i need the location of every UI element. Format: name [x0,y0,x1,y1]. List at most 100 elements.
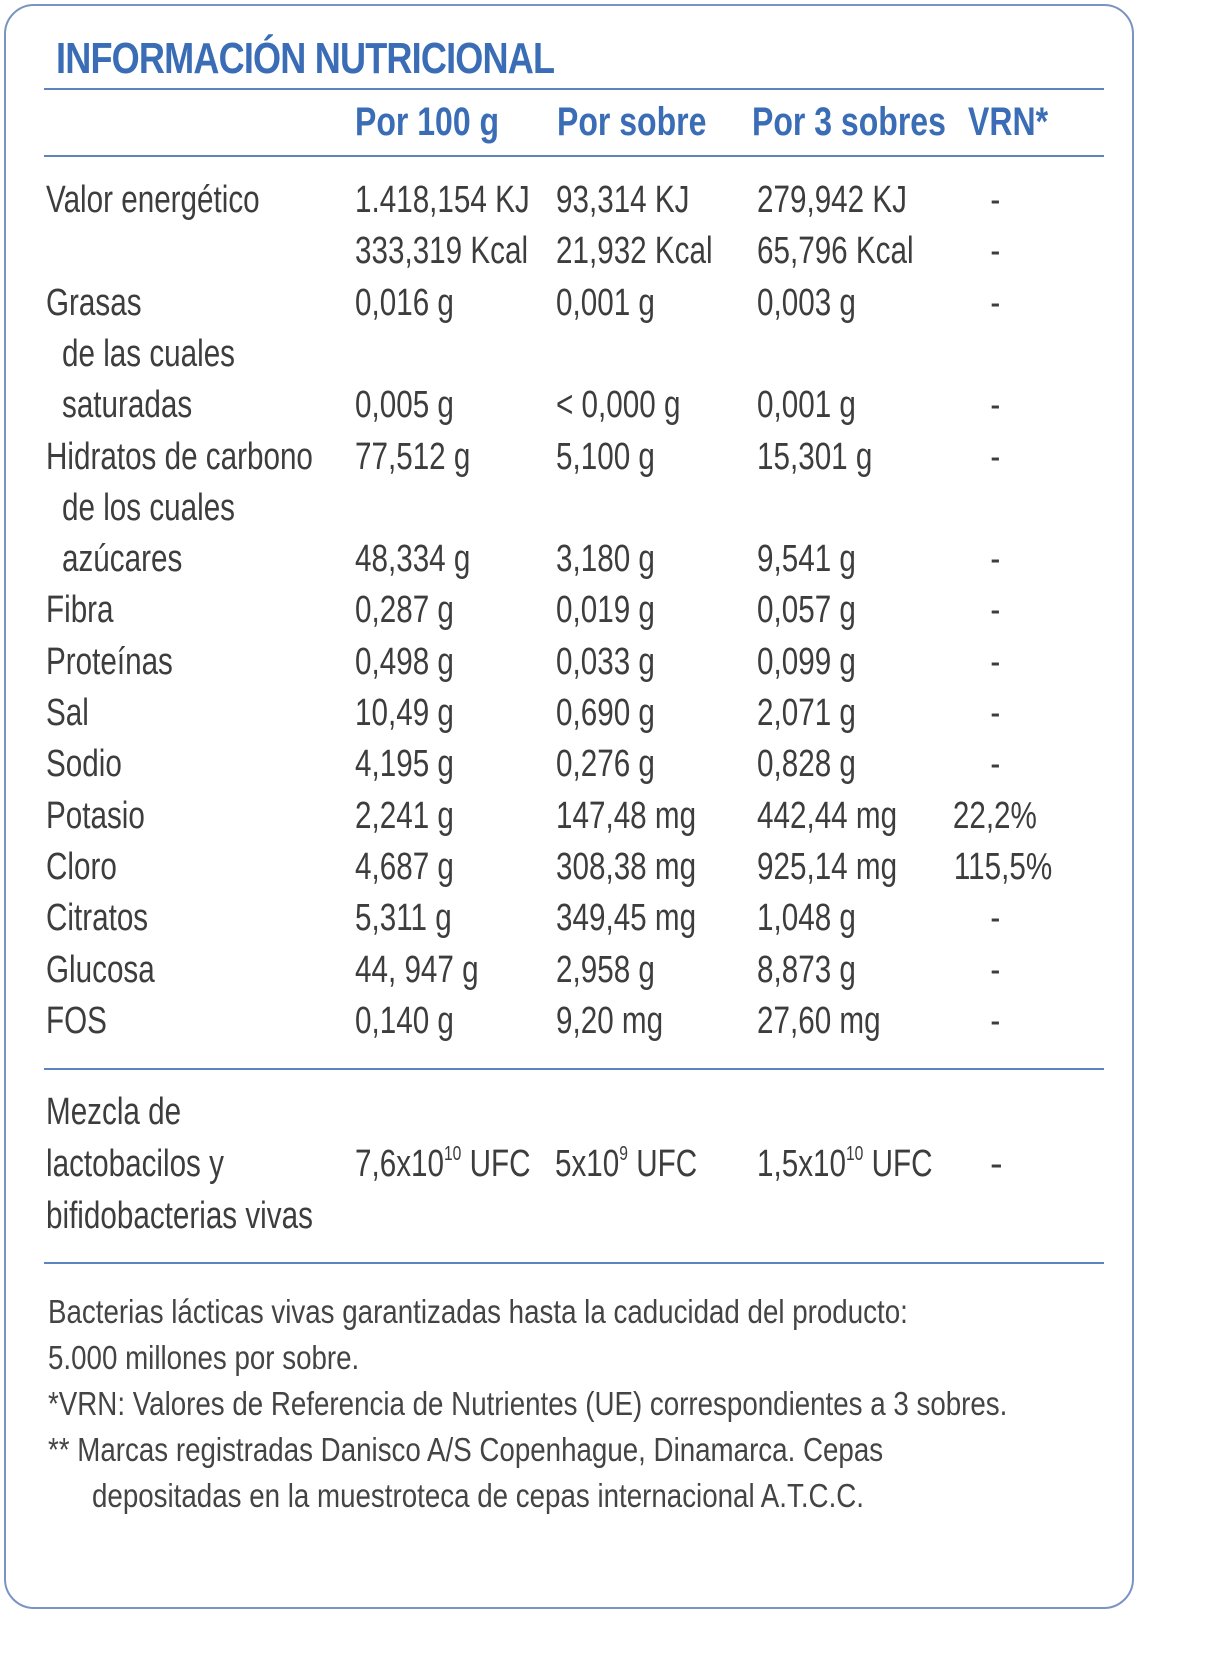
value-per-sachet: 0,019 g [556,589,655,631]
value-vrn-text: - [990,949,1000,991]
value-per-3-sachets: 0,001 g [757,384,856,426]
row-label: Valor energético [46,179,260,221]
footnote-line: ** Marcas registradas Danisco A/S Copenh… [48,1431,884,1468]
value-per-3-sachets: 9,541 g [757,538,856,580]
nutrition-panel: INFORMACIÓN NUTRICIONAL [4,4,1134,1609]
value-vrn: 22,2% [940,792,1050,840]
row-label: Potasio [46,795,145,837]
probiotics-vrn: - [990,1143,1003,1185]
value-per-sachet: 2,958 g [556,949,655,991]
value-per-sachet: 0,033 g [556,641,655,683]
header-per-sachet: Por sobre [557,100,707,144]
value-vrn-text: 115,5% [953,846,1053,888]
row-label: Sal [46,692,89,734]
value-vrn: 115,5% [940,843,1053,891]
value-per-3-sachets: 279,942 KJ [757,179,907,221]
value-per-100g: 5,311 g [355,897,452,939]
row-label: Sodio [46,743,122,785]
row-label: FOS [46,1000,107,1042]
value-per-sachet: 349,45 mg [556,897,697,939]
value-per-sachet: 147,48 mg [556,795,697,837]
value-per-100g: 0,498 g [355,641,454,683]
value-vrn: - [940,894,1050,942]
value-per-100g: 333,319 Kcal [355,230,529,272]
header-per-3-sachets: Por 3 sobres [752,100,946,144]
value-per-sachet: 0,001 g [556,282,655,324]
value-vrn-text: - [990,897,1000,939]
value-vrn-text: - [990,384,1000,426]
probiotics-per-100g: 7,6x1010 UFC [355,1143,531,1185]
value-vrn-text: - [990,230,1000,272]
value-per-3-sachets: 0,003 g [757,282,856,324]
row-label: Glucosa [46,949,155,991]
value-per-100g: 48,334 g [355,538,471,580]
value-vrn-text: - [990,589,1000,631]
row-label: Cloro [46,846,117,888]
value-per-3-sachets: 0,828 g [757,743,856,785]
row-label: Fibra [46,589,114,631]
value-vrn-text: 22,2% [952,795,1038,837]
value-per-100g: 2,241 g [355,795,454,837]
footnote-line: Bacterias lácticas vivas garantizadas ha… [48,1293,908,1330]
value-vrn-text: - [990,743,1000,785]
value-vrn: - [940,381,1050,429]
value-per-100g: 0,016 g [355,282,454,324]
row-label: de los cuales [62,487,236,529]
value-vrn [940,330,1050,378]
row-label: Hidratos de carbono [46,436,313,478]
value-per-sachet: 0,690 g [556,692,655,734]
value-per-100g: 4,687 g [355,846,454,888]
value-vrn-text: - [990,282,1000,324]
value-per-sachet: 3,180 g [556,538,655,580]
value-per-3-sachets: 925,14 mg [757,846,898,888]
value-per-3-sachets: 27,60 mg [757,1000,881,1042]
value-per-sachet: 21,932 Kcal [556,230,713,272]
value-per-3-sachets: 0,057 g [757,589,856,631]
divider [44,1068,1104,1070]
divider [44,1262,1104,1264]
value-per-3-sachets: 15,301 g [757,436,873,478]
value-vrn: - [940,279,1050,327]
row-label: Proteínas [46,641,173,683]
value-vrn: - [940,535,1050,583]
value-vrn: - [940,638,1050,686]
value-per-3-sachets: 442,44 mg [757,795,898,837]
header-per-100g: Por 100 g [355,100,500,144]
value-vrn: - [940,997,1050,1045]
row-label: Citratos [46,897,149,939]
value-per-3-sachets: 2,071 g [757,692,856,734]
row-label: de las cuales [62,333,236,375]
value-per-100g: 10,49 g [355,692,454,734]
value-per-sachet: 93,314 KJ [556,179,690,221]
value-vrn: - [940,176,1050,224]
value-per-3-sachets: 65,796 Kcal [757,230,914,272]
value-vrn: - [940,586,1050,634]
value-vrn: - [940,689,1050,737]
probiotics-label-line: lactobacilos y [46,1143,224,1185]
value-per-3-sachets: 1,048 g [757,897,856,939]
value-per-3-sachets: 8,873 g [757,949,856,991]
probiotics-label-line: Mezcla de [46,1091,182,1133]
value-per-100g: 1.418,154 KJ [355,179,530,221]
value-per-3-sachets: 0,099 g [757,641,856,683]
value-vrn-text: - [990,641,1000,683]
divider [44,88,1104,90]
header-vrn: VRN* [968,100,1049,144]
value-per-100g: 0,287 g [355,589,454,631]
value-per-100g: 0,005 g [355,384,454,426]
value-per-100g: 0,140 g [355,1000,454,1042]
probiotics-per-3-sachets: 1,5x1010 UFC [757,1143,933,1185]
value-per-sachet: 5,100 g [556,436,655,478]
value-vrn: - [940,227,1050,275]
value-vrn-text: - [990,538,1000,580]
value-vrn [940,484,1050,532]
row-label: azúcares [62,538,183,580]
value-vrn: - [940,740,1050,788]
probiotics-per-sachet: 5x109 UFC [555,1143,698,1185]
value-vrn-text: - [990,436,1000,478]
value-per-sachet: 0,276 g [556,743,655,785]
value-vrn-text: - [990,692,1000,734]
value-vrn-text: - [990,179,1000,221]
divider [44,155,1104,157]
value-vrn-text: - [990,1000,1000,1042]
